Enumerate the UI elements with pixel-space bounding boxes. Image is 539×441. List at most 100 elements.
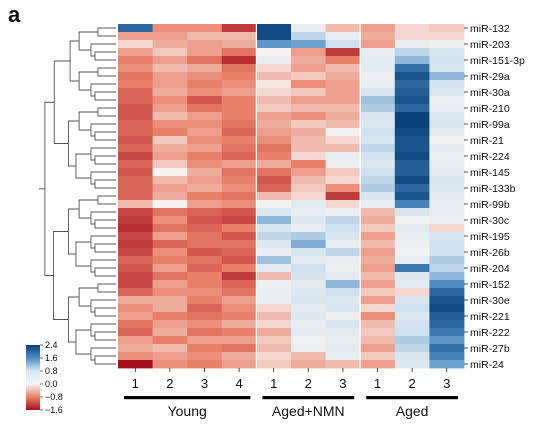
dendrogram-branch [90, 43, 116, 57]
dendrogram-branch [78, 199, 98, 219]
heatmap-cell [221, 88, 257, 97]
dendrogram-branch [90, 171, 116, 185]
heatmap-cell [291, 48, 326, 57]
heatmap-cell [152, 72, 188, 81]
heatmap-cell [291, 224, 326, 233]
heatmap-cell [291, 304, 326, 313]
heatmap-cell [291, 40, 326, 49]
heatmap-cell [429, 96, 465, 105]
colorbar-tick-label: 0.8 [45, 366, 58, 376]
heatmap-cell [325, 184, 361, 193]
dendrogram-branch [94, 179, 116, 189]
heatmap-cell [394, 272, 430, 281]
heatmap-cell [187, 160, 223, 169]
heatmap-cell [256, 240, 292, 249]
heatmap-cell [325, 88, 361, 97]
heatmap-cell [187, 128, 223, 137]
heatmap-cell [429, 296, 465, 305]
heatmap-cell [221, 192, 257, 201]
heatmap-cell [152, 160, 188, 169]
heatmap-cell [187, 40, 223, 49]
column-label: 1 [270, 376, 277, 391]
heatmap-cell [187, 272, 223, 281]
heatmap-cell [360, 144, 396, 153]
heatmap-cell [394, 264, 430, 273]
heatmap-cell [256, 120, 292, 129]
heatmap-cell [187, 32, 223, 41]
heatmap-cell [394, 112, 430, 121]
heatmap-cell [394, 256, 430, 265]
group-bar [366, 396, 458, 400]
heatmap-cell [429, 88, 465, 97]
heatmap-cell [256, 184, 292, 193]
heatmap-cell [325, 208, 361, 217]
dendrogram-branch [90, 235, 116, 249]
heatmap-cell [429, 200, 465, 209]
column-label: 1 [132, 376, 139, 391]
heatmap-cell [221, 176, 257, 185]
heatmap-cell [256, 176, 292, 185]
row-label: miR-30e [470, 295, 510, 307]
group-bar [124, 396, 251, 400]
heatmap-cell [221, 168, 257, 177]
heatmap-cell [118, 128, 153, 137]
colorbar-tick-label: −1.6 [45, 405, 63, 415]
heatmap-cell [291, 192, 326, 201]
heatmap-cell [187, 208, 223, 217]
heatmap-cells [118, 24, 465, 369]
heatmap-cell [291, 184, 326, 193]
heatmap-cell [152, 328, 188, 337]
heatmap-cell [221, 72, 257, 81]
heatmap-cell [325, 248, 361, 257]
heatmap-cell [429, 256, 465, 265]
row-label: miR-224 [470, 151, 510, 163]
heatmap-cell [152, 360, 188, 369]
heatmap-cell [256, 80, 292, 89]
heatmap-cell [152, 264, 188, 273]
row-label: miR-133b [470, 183, 516, 195]
heatmap-cell [187, 288, 223, 297]
dendrogram-branch [68, 208, 80, 255]
heatmap-cell [187, 88, 223, 97]
heatmap-cell [187, 280, 223, 289]
heatmap-cell [325, 128, 361, 137]
heatmap-cell [291, 288, 326, 297]
heatmap-cell [118, 216, 153, 225]
heatmap-cell [221, 240, 257, 249]
dendrogram-branch [53, 60, 71, 144]
heatmap-cell [221, 232, 257, 241]
colorbar-tick-label: 0.0 [45, 379, 58, 389]
heatmap-cell [325, 24, 361, 33]
heatmap-cell [118, 232, 153, 241]
heatmap-cell [394, 296, 430, 305]
heatmap-cell [291, 336, 326, 345]
heatmap-cell [429, 48, 465, 57]
heatmap-cell [152, 144, 188, 153]
heatmap-cell [152, 184, 188, 193]
heatmap-cell [118, 288, 153, 297]
heatmap-cell [221, 24, 257, 33]
heatmap-cell [152, 128, 188, 137]
heatmap-cell [221, 112, 257, 121]
heatmap-cell [152, 152, 188, 161]
dendrogram-branch [94, 219, 116, 229]
heatmap-cell [187, 96, 223, 105]
dendrogram-branch [69, 40, 80, 82]
heatmap-cell [187, 152, 223, 161]
heatmap-cell [221, 56, 257, 65]
heatmap-cell [221, 208, 257, 217]
heatmap-cell [152, 96, 188, 105]
heatmap-cell [118, 184, 153, 193]
heatmap-cell [429, 320, 465, 329]
heatmap-cell [256, 232, 292, 241]
heatmap-cell [291, 352, 326, 361]
heatmap-cell [291, 24, 326, 33]
heatmap-cell [394, 152, 430, 161]
heatmap-cell [325, 352, 361, 361]
heatmap-cell [221, 272, 257, 281]
heatmap-cell [394, 24, 430, 33]
heatmap-cell [256, 256, 292, 265]
heatmap-cell [256, 40, 292, 49]
heatmap-cell [152, 232, 188, 241]
heatmap-cell [221, 352, 257, 361]
